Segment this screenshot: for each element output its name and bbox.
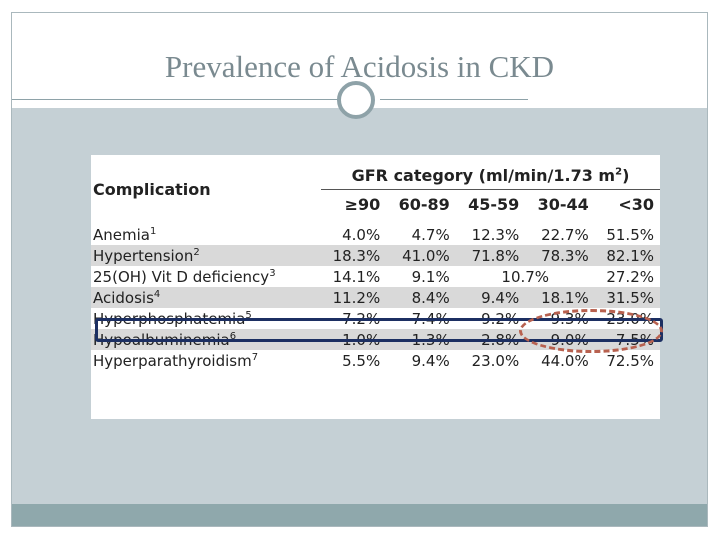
table-cell: 23.0%	[606, 309, 654, 328]
table-cell: 23.0%	[471, 351, 520, 370]
header-complication: Complication	[91, 161, 321, 218]
table-row-hyperphosphatemia: Hyperphosphatemia5 7.2% 7.4% 9.2% 9.3% 2…	[91, 308, 660, 329]
table-cell: 44.0%	[541, 351, 589, 370]
row-label: Hypoalbuminemia6	[91, 329, 321, 350]
table-row-anemia: Anemia1 4.0% 4.7% 12.3% 22.7% 51.5%	[91, 224, 660, 245]
table-cell: 9.4%	[455, 287, 526, 308]
table-cell: 71.8%	[455, 245, 526, 266]
table-cell: 1.0%	[321, 329, 387, 350]
table-cell: 51.5%	[606, 225, 654, 244]
table-cell: 5.5%	[342, 351, 381, 370]
row-sup: 5	[245, 309, 252, 321]
slide-title: Prevalence of Acidosis in CKD	[164, 49, 555, 84]
row-label: 25(OH) Vit D deficiency3	[91, 266, 321, 287]
table-cell: 11.2%	[321, 287, 387, 308]
table-row-hyperparathyroidism: Hyperparathyroidism7 5.5% 9.4% 23.0% 44.…	[91, 350, 660, 371]
row-sup: 2	[193, 246, 200, 258]
table-cell: 1.3%	[386, 329, 456, 350]
header-cat-5: <30	[594, 189, 660, 218]
row-name: Hypoalbuminemia	[93, 330, 230, 349]
table-cell: 41.0%	[386, 245, 456, 266]
table-cell: 2.8%	[455, 329, 526, 350]
header-cat-2: 60-89	[386, 189, 456, 218]
header-cat-3: 45-59	[455, 189, 526, 218]
header-cat-4: 30-44	[525, 189, 595, 218]
row-sup: 3	[269, 267, 276, 279]
table-cell: 4.7%	[411, 225, 450, 244]
row-label: Anemia1	[91, 224, 321, 245]
circle-ornament-icon	[337, 81, 375, 119]
table-row-hypoalbuminemia: Hypoalbuminemia6 1.0% 1.3% 2.8% 9.0% 7.5…	[91, 329, 660, 350]
table-cell: 9.4%	[411, 351, 450, 370]
title-rule-left	[12, 99, 340, 100]
table-cell: 9.3%	[550, 309, 589, 328]
table-cell: 82.1%	[594, 245, 660, 266]
table-cell: 8.4%	[386, 287, 456, 308]
table-cell: 9.1%	[411, 267, 450, 286]
table-cell: 31.5%	[594, 287, 660, 308]
row-name: Acidosis	[93, 288, 154, 307]
table-cell: 12.3%	[471, 225, 520, 244]
header-gfr-close: )	[622, 165, 630, 185]
header-gfr-category: GFR category (ml/min/1.73 m2)	[321, 161, 660, 190]
table-cell: 78.3%	[525, 245, 595, 266]
row-sup: 6	[229, 330, 237, 342]
row-label: Hyperphosphatemia5	[91, 308, 321, 329]
bottom-band	[12, 504, 707, 526]
row-name: Hypertension	[93, 246, 194, 265]
header-cat-1: ≥90	[321, 189, 387, 218]
complications-table: Complication GFR category (ml/min/1.73 m…	[91, 161, 660, 371]
header-gfr-label: GFR category (ml/min/1.73 m	[351, 165, 616, 185]
row-name: 25(OH) Vit D deficiency	[93, 267, 270, 286]
table-row-acidosis: Acidosis4 11.2% 8.4% 9.4% 18.1% 31.5%	[91, 287, 660, 308]
table-cell: 7.2%	[342, 309, 381, 328]
table-row-hypertension: Hypertension2 18.3% 41.0% 71.8% 78.3% 82…	[91, 245, 660, 266]
row-label: Acidosis4	[91, 287, 321, 308]
row-sup: 7	[251, 351, 259, 363]
row-sup: 1	[149, 225, 157, 237]
table-cell: 18.1%	[525, 287, 595, 308]
row-sup: 4	[153, 288, 161, 300]
row-label: Hypertension2	[91, 245, 321, 266]
table-cell: 9.0%	[525, 329, 595, 350]
table-cell: 4.0%	[342, 225, 381, 244]
table-cell: 72.5%	[606, 351, 654, 370]
table-cell: 7.5%	[594, 329, 660, 350]
table-header-row-gfr: Complication GFR category (ml/min/1.73 m…	[91, 161, 660, 200]
row-name: Hyperphosphatemia	[93, 309, 246, 328]
title-rule-right	[380, 99, 528, 100]
table-cell: 18.3%	[321, 245, 387, 266]
row-name: Hyperparathyroidism	[93, 351, 252, 370]
table-row-vit-d: 25(OH) Vit D deficiency3 14.1% 9.1% 10.7…	[91, 266, 660, 287]
table-cell: 14.1%	[332, 267, 381, 286]
header-complication-label: Complication	[93, 180, 211, 199]
row-label: Hyperparathyroidism7	[91, 350, 321, 371]
header-gfr-sup: 2	[615, 166, 623, 178]
table-cell: 7.4%	[411, 309, 450, 328]
table-cell: 22.7%	[541, 225, 589, 244]
table-cell: 9.2%	[481, 309, 520, 328]
complications-table-image: Complication GFR category (ml/min/1.73 m…	[91, 155, 660, 419]
table-cell: 27.2%	[606, 267, 654, 286]
row-name: Anemia	[93, 225, 150, 244]
table-header-row-categories: ≥90 60-89 45-59 30-44 <30	[91, 189, 660, 218]
table-cell-spanning: 10.7%	[501, 267, 550, 286]
